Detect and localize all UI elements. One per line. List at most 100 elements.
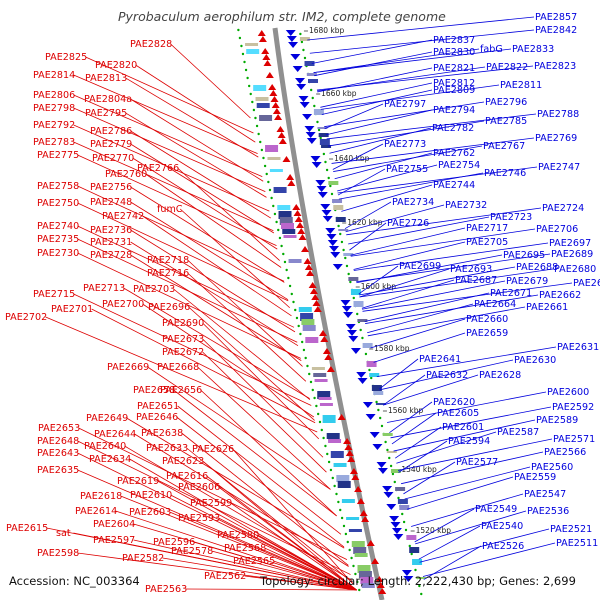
gene-label-forward: PAE2656 (160, 385, 202, 396)
feature-box (319, 403, 333, 406)
forward-gene-arrow (278, 138, 287, 144)
label-leader-line (411, 493, 524, 527)
tick-dot (378, 416, 382, 420)
gene-label-forward: PAE2735 (37, 234, 79, 245)
feature-box (306, 73, 317, 76)
gene-label-reverse: PAE2592 (552, 402, 594, 413)
gene-label-reverse: PAE2842 (535, 25, 577, 36)
tick-dot (300, 40, 304, 44)
label-leader-line (320, 82, 433, 108)
tick-dot (285, 268, 288, 272)
reverse-gene-arrow (389, 516, 400, 522)
forward-gene-arrow (361, 516, 370, 522)
gene-label-forward: PAE2568 (224, 543, 266, 554)
label-leader-line (133, 539, 357, 591)
reverse-gene-arrow (343, 312, 354, 318)
feature-box (336, 475, 350, 482)
tick-dot (294, 308, 297, 312)
label-leader-line (353, 241, 466, 270)
feature-box (343, 253, 354, 256)
tick-dot (283, 260, 287, 264)
gene-label-forward: PAE2603 (129, 507, 171, 518)
gene-label-reverse: PAE2821 (433, 63, 475, 74)
gene-label-forward: PAE2634 (89, 454, 131, 465)
label-leader-line (185, 588, 357, 591)
forward-gene-arrow (287, 180, 296, 186)
label-leader-line (187, 272, 307, 382)
tick-dot (414, 568, 417, 572)
reverse-gene-arrow (296, 84, 307, 90)
forward-gene-arrow (257, 30, 266, 36)
feature-box (395, 487, 406, 491)
forward-gene-arrow (272, 108, 281, 114)
forward-gene-arrow (378, 588, 387, 594)
label-leader-line (193, 541, 357, 591)
label-leader-line (232, 448, 354, 585)
gene-label-reverse: PAE2744 (433, 180, 475, 191)
tick-dot (265, 172, 268, 176)
feature-box (279, 217, 293, 225)
label-leader-line (130, 143, 275, 234)
reverse-gene-arrow (306, 138, 317, 144)
tick-dot (335, 492, 338, 496)
feature-box (333, 463, 347, 467)
reverse-gene-arrow (290, 54, 301, 60)
feature-box (255, 97, 269, 101)
tick-dot (391, 472, 395, 476)
gene-label-reverse: PAE2811 (500, 80, 542, 91)
label-leader-line (125, 77, 259, 158)
forward-gene-arrow (324, 354, 333, 360)
tick-dot (361, 336, 364, 340)
gene-label-reverse: PAE2705 (466, 237, 508, 248)
label-leader-line (115, 510, 357, 591)
label-leader-line (345, 204, 445, 233)
gene-label-reverse: PAE2788 (537, 109, 579, 120)
gene-label-reverse: PAE2697 (549, 238, 591, 249)
label-leader-line (321, 89, 433, 115)
forward-gene-arrow (298, 234, 307, 240)
tick-dot (326, 452, 329, 456)
label-leader-line (359, 268, 554, 298)
tick-dot (339, 232, 342, 236)
gene-label-reverse: PAE2823 (534, 61, 576, 72)
tick-dot (384, 440, 387, 444)
gene-label-forward: PAE2713 (83, 283, 125, 294)
gene-label-reverse: PAE2695 (503, 250, 545, 261)
feature-box (416, 577, 427, 579)
gene-label-forward: PAE2716 (147, 268, 189, 279)
tick-dot (309, 88, 313, 92)
tick-dot (359, 328, 362, 332)
label-leader-line (145, 173, 282, 268)
reverse-gene-arrow (304, 126, 315, 132)
tick-dot (386, 448, 389, 452)
reverse-gene-arrow (317, 192, 328, 198)
reverse-gene-arrow (340, 300, 351, 306)
gene-label-reverse: PAE2762 (433, 148, 475, 159)
tick-dot (344, 532, 348, 536)
gene-label-forward: PAE2651 (137, 401, 179, 412)
gene-label-reverse: PAE2833 (512, 44, 554, 55)
feature-box (318, 397, 332, 400)
forward-gene-arrow (258, 36, 267, 42)
reverse-gene-arrow (403, 576, 414, 582)
feature-box (308, 79, 319, 83)
feature-box (360, 577, 374, 584)
tick-dot (268, 188, 272, 192)
label-leader-line (202, 338, 324, 458)
forward-gene-arrow (345, 450, 354, 456)
gene-label-forward: PAE2718 (147, 255, 189, 266)
gene-label-forward: PAE2742 (102, 211, 144, 222)
gene-label-reverse: PAE2857 (535, 12, 577, 23)
gene-label-forward: PAE2562 (204, 571, 246, 582)
label-leader-line (358, 266, 516, 296)
label-leader-line (320, 84, 500, 110)
scale-ticks: 1680 kbp 1660 kbp 1640 kbp 1620 kbp 1600 kbp… (303, 26, 451, 535)
gene-label-forward: PAE2626 (192, 444, 234, 455)
gene-label-reverse: PAE2794 (433, 105, 475, 116)
gene-label-forward: PAE2731 (90, 237, 132, 248)
forward-gene-arrow (297, 228, 306, 234)
label-leader-line (337, 164, 438, 192)
gene-label-forward: fumC (157, 204, 183, 215)
gene-label-forward: PAE2760 (105, 169, 147, 180)
gene-label-forward: PAE2604 (93, 519, 135, 530)
